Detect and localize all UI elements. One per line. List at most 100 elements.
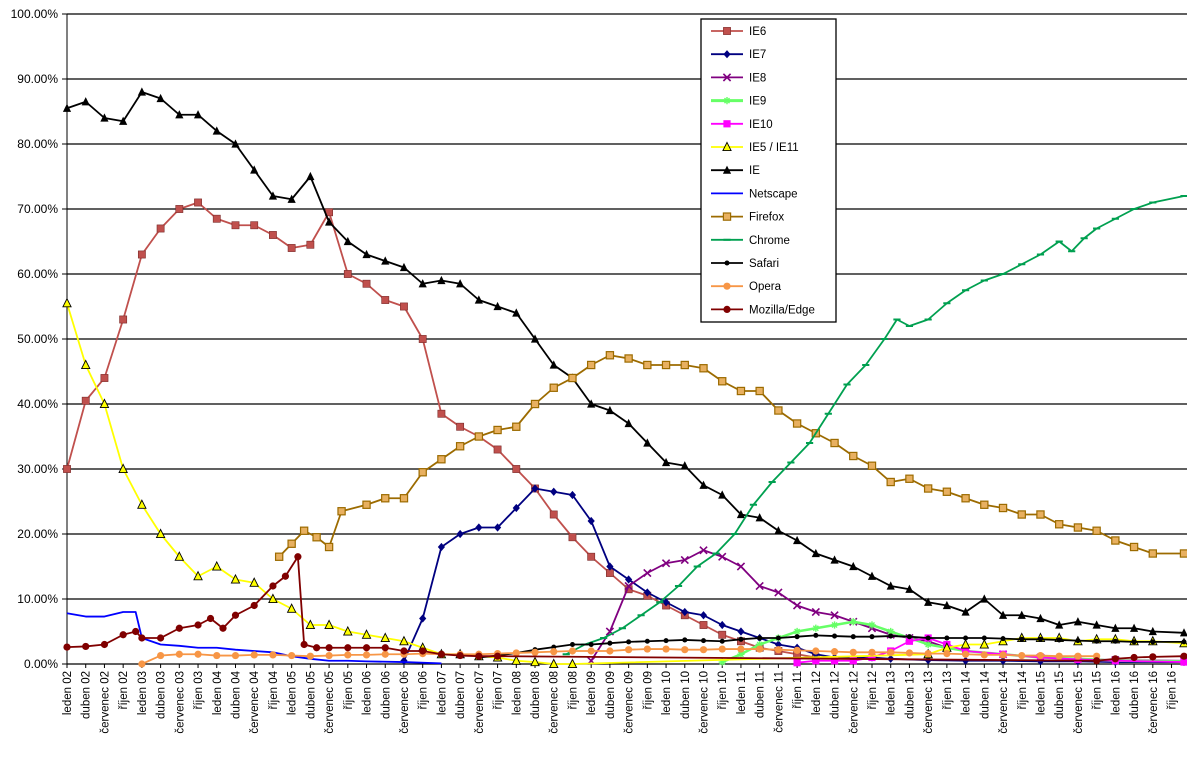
x-tick-label: červenec 06 [399, 671, 411, 734]
x-tick-label: červenec 16 [1148, 671, 1160, 734]
data-point [1036, 613, 1045, 623]
data-point [530, 399, 540, 409]
data-point [530, 334, 540, 343]
data-point [736, 386, 746, 396]
data-point [867, 571, 877, 580]
data-point [269, 651, 277, 659]
data-point [362, 279, 371, 288]
data-point [193, 110, 203, 119]
data-point [250, 601, 258, 610]
data-point [62, 103, 72, 112]
y-tick-label: 80.00% [17, 137, 58, 151]
data-point [530, 656, 540, 667]
x-axis: leden 02 duben 02 červenec 02 říjen 02 leden… [62, 664, 1179, 734]
legend-item: IE10 [711, 119, 773, 131]
data-point [812, 624, 820, 632]
data-point [793, 535, 802, 545]
x-tick-label: leden 08 [511, 671, 523, 715]
data-point [1180, 658, 1187, 666]
data-point [737, 627, 745, 636]
data-point [830, 648, 839, 656]
data-point [755, 581, 764, 591]
x-tick-label: leden 12 [811, 671, 823, 715]
data-point [774, 406, 783, 415]
legend-item: IE8 [711, 72, 766, 84]
legend: IE6 IE7 IE8 IE9 IE10 IE5 / IE11 IE Netscape Fire… [700, 18, 837, 323]
series-line [141, 648, 1097, 665]
data-point [418, 468, 427, 477]
data-point [344, 651, 352, 659]
data-point [231, 221, 240, 230]
data-point [361, 629, 372, 639]
data-point [100, 374, 109, 382]
data-point [888, 633, 894, 639]
data-point [287, 244, 296, 252]
data-point [736, 509, 746, 519]
y-tick-label: 50.00% [17, 332, 58, 346]
x-tick-label: červenec 09 [624, 671, 636, 734]
data-point [1055, 652, 1063, 660]
data-point [313, 644, 321, 652]
data-point [961, 650, 970, 658]
data-point [380, 632, 391, 643]
data-point [512, 465, 521, 473]
x-tick-label: leden 06 [362, 671, 374, 715]
data-point [1018, 651, 1026, 660]
data-point [1149, 653, 1157, 661]
data-point [437, 650, 446, 658]
data-point [305, 619, 316, 630]
data-point [961, 607, 970, 616]
x-tick-label: červenec 13 [923, 671, 935, 734]
data-point [1111, 655, 1119, 663]
data-point [174, 551, 185, 561]
x-tick-label: červenec 03 [174, 671, 186, 734]
data-point [549, 383, 558, 392]
series-ie8 [587, 546, 1187, 665]
data-point [924, 650, 932, 658]
data-point [324, 542, 334, 552]
data-point [1073, 617, 1083, 626]
data-point [456, 422, 465, 431]
data-point [288, 651, 296, 660]
data-point [281, 572, 290, 580]
data-point [999, 651, 1007, 659]
data-point [381, 650, 389, 658]
data-point [812, 657, 820, 665]
data-point [568, 490, 577, 500]
data-point [456, 529, 464, 539]
data-point [849, 451, 858, 461]
legend-item: Mozilla/Edge [711, 304, 815, 316]
x-tick-label: říjen 07 [493, 671, 505, 709]
data-point [980, 500, 989, 509]
data-point [624, 418, 633, 428]
data-point [1056, 637, 1062, 643]
data-point [792, 601, 802, 610]
legend-label: Firefox [749, 212, 784, 224]
data-point [774, 646, 782, 654]
x-tick-label: červenec 07 [474, 671, 486, 734]
x-tick-label: říjen 16 [1167, 671, 1179, 709]
data-point [362, 500, 371, 509]
data-point [868, 621, 876, 629]
data-point [1073, 523, 1083, 532]
data-point [567, 658, 578, 669]
data-point [924, 640, 932, 649]
data-point [437, 542, 446, 552]
data-point [456, 279, 465, 288]
x-tick-label: duben 03 [156, 671, 168, 719]
data-point [268, 191, 278, 200]
x-tick-label: leden 04 [212, 670, 224, 715]
data-point [1111, 623, 1120, 632]
data-point [905, 637, 914, 645]
data-point [718, 645, 726, 653]
data-point [699, 611, 708, 620]
data-point [849, 648, 857, 656]
data-point [212, 126, 221, 135]
data-point [511, 655, 522, 665]
data-point [1074, 652, 1082, 660]
data-point [512, 503, 520, 513]
y-tick-label: 20.00% [17, 527, 58, 541]
legend-item: Firefox [711, 212, 784, 224]
data-point [850, 634, 856, 640]
data-point [1129, 623, 1139, 632]
